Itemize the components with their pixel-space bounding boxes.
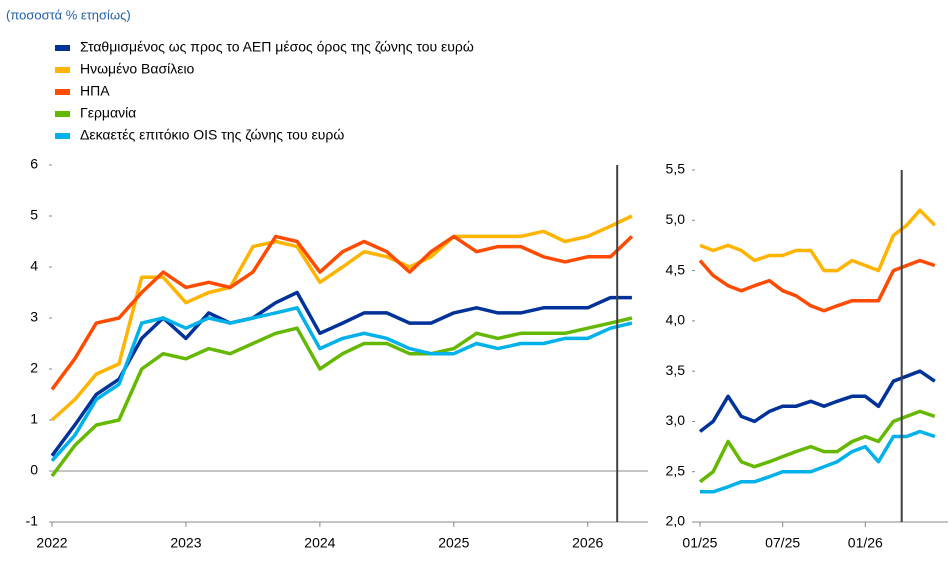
y-tick-label: 0: [30, 462, 38, 478]
series-line: [700, 429, 936, 494]
x-tick-label: 2024: [304, 535, 335, 551]
legend-swatch: [55, 111, 70, 117]
series-line: [699, 208, 937, 273]
series-line: [50, 214, 633, 422]
y-tick-label: 3: [30, 309, 38, 325]
y-tick-label: 5: [30, 207, 38, 223]
y-tick-label: 4: [30, 258, 38, 274]
legend-swatch: [55, 133, 70, 139]
series-line: [698, 409, 936, 484]
y-tick-label: 3,5: [666, 362, 686, 378]
legend-label: Σταθμισμένος ως προς το ΑΕΠ μέσος όρος τ…: [80, 39, 474, 55]
y-tick-label: 3,0: [666, 412, 686, 428]
y-tick-label: 2,0: [666, 513, 686, 529]
x-tick-label: 01/25: [682, 535, 717, 551]
subtitle: (ποσοστά % ετησίως): [6, 7, 131, 22]
legend-label: Γερμανία: [80, 105, 136, 121]
x-tick-label: 2025: [438, 535, 469, 551]
y-tick-label: 6: [30, 156, 38, 172]
legend-swatch: [55, 89, 70, 95]
y-tick-label: 4,5: [666, 261, 686, 277]
x-tick-label: 2023: [170, 535, 201, 551]
y-tick-label: 5,5: [666, 161, 686, 177]
x-tick-label: 07/25: [765, 535, 800, 551]
y-tick-label: 1: [30, 411, 38, 427]
x-tick-label: 2026: [572, 535, 603, 551]
x-tick-label: 01/26: [848, 535, 883, 551]
y-tick-label: 4,0: [666, 312, 686, 328]
legend-label: ΗΠΑ: [80, 83, 110, 99]
series-line: [50, 316, 633, 478]
x-tick-label: 2022: [36, 535, 67, 551]
y-tick-label: 2: [30, 360, 38, 376]
y-tick-label: -1: [26, 513, 39, 529]
y-tick-label: 2,5: [666, 462, 686, 478]
legend-label: Ηνωμένο Βασίλειο: [80, 61, 195, 77]
legend-swatch: [55, 45, 70, 51]
series-line: [698, 369, 936, 433]
series-line: [50, 290, 632, 457]
y-tick-label: 5,0: [666, 211, 686, 227]
legend-label: Δεκαετές επιτόκιο OIS της ζώνης του ευρώ: [80, 127, 344, 143]
legend-swatch: [55, 67, 70, 73]
series-line: [698, 258, 936, 313]
series-line: [50, 234, 634, 391]
series-line: [50, 306, 633, 462]
